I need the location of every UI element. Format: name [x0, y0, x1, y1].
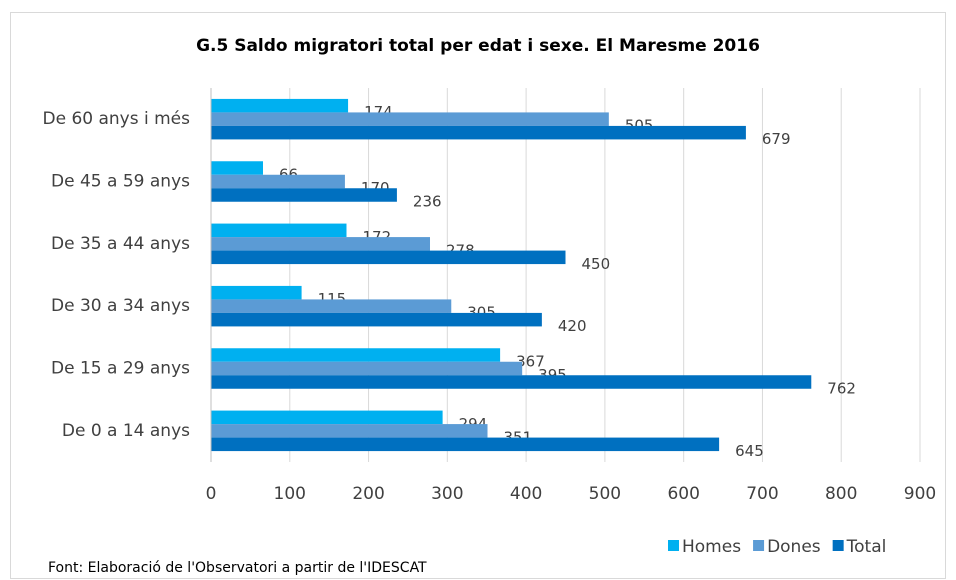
chart-title: G.5 Saldo migratori total per edat i sex…: [196, 36, 760, 56]
data-label: 420: [558, 317, 587, 335]
data-label: 236: [413, 193, 442, 211]
source-note: Font: Elaboració de l'Observatori a part…: [48, 560, 427, 576]
bar: [211, 250, 566, 265]
legend-label: Homes: [682, 537, 741, 557]
bar: [211, 424, 488, 438]
x-tick-label: 200: [352, 484, 384, 504]
bar: [211, 312, 542, 327]
bar: [211, 285, 302, 300]
bar: [211, 188, 397, 202]
y-tick-label: De 35 a 44 anys: [51, 234, 190, 254]
legend-swatch: [668, 540, 679, 551]
bar: [211, 361, 523, 376]
bar: [211, 237, 431, 251]
data-label: 679: [762, 130, 791, 148]
bar: [211, 112, 609, 126]
y-tick-label: De 45 a 59 anys: [51, 172, 190, 192]
legend-label: Total: [846, 537, 887, 557]
x-tick-label: 300: [431, 484, 463, 504]
bar: [211, 161, 263, 175]
bar: [211, 437, 720, 452]
x-tick-label: 500: [589, 484, 621, 504]
bar: [211, 125, 746, 140]
x-tick-label: 900: [904, 484, 936, 504]
x-tick-label: 100: [274, 484, 306, 504]
y-tick-label: De 15 a 29 anys: [51, 359, 190, 379]
bar: [211, 174, 345, 189]
bar: [211, 348, 501, 362]
bar: [211, 223, 347, 238]
bar: [211, 299, 452, 313]
y-tick-label: De 60 anys i més: [42, 109, 190, 129]
x-tick-label: 600: [667, 484, 699, 504]
y-tick-label: De 30 a 34 anys: [51, 296, 190, 316]
chart-frame: [10, 12, 946, 579]
data-label: 645: [735, 442, 764, 460]
legend-swatch: [832, 540, 844, 551]
y-tick-label: De 0 a 14 anys: [62, 421, 190, 441]
bar: [211, 98, 349, 113]
legend-swatch: [753, 540, 765, 551]
bar: [211, 410, 443, 425]
legend-label: Dones: [767, 537, 821, 557]
data-label: 762: [827, 380, 856, 398]
data-label: 450: [582, 255, 611, 273]
bar: [211, 375, 812, 389]
x-tick-label: 700: [746, 484, 778, 504]
x-tick-label: 800: [825, 484, 857, 504]
x-tick-label: 400: [510, 484, 542, 504]
data-label: 367: [516, 353, 545, 371]
x-tick-label: 0: [206, 484, 217, 504]
